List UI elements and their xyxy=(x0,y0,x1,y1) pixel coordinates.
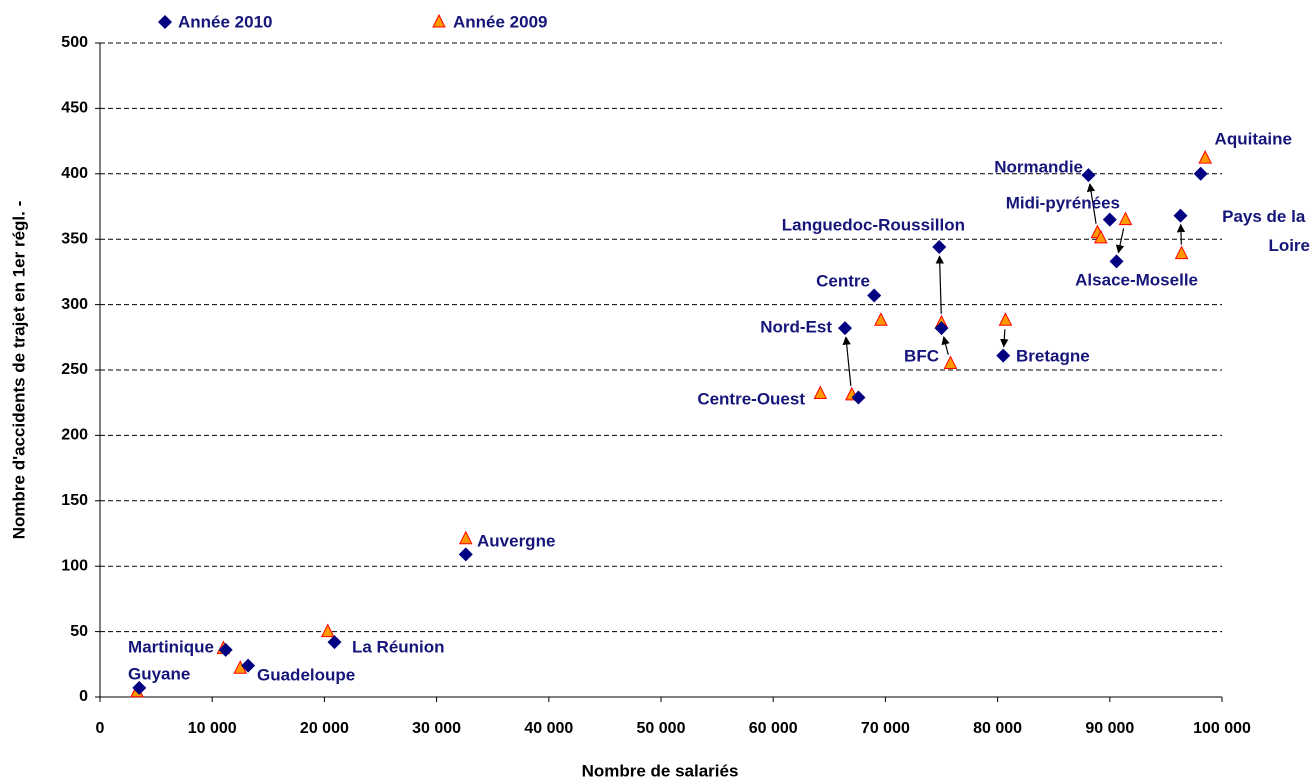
point xyxy=(320,623,335,638)
point xyxy=(1173,208,1188,223)
point xyxy=(838,321,853,336)
y-tick-label: 500 xyxy=(61,34,88,51)
x-tick-label: 30 000 xyxy=(412,720,461,737)
point xyxy=(241,658,256,673)
x-tick-label: 20 000 xyxy=(300,720,349,737)
point xyxy=(1118,211,1133,226)
x-tick-label: 100 000 xyxy=(1193,720,1251,737)
x-axis-title: Nombre de salariés xyxy=(582,761,739,780)
point-label: Aquitaine xyxy=(1215,129,1292,148)
point xyxy=(1094,229,1108,244)
point-label: BFC xyxy=(904,346,939,365)
arrow xyxy=(842,336,852,386)
point xyxy=(218,642,233,657)
point xyxy=(932,240,947,255)
point-label: Centre xyxy=(816,271,870,290)
y-tick-label: 450 xyxy=(61,100,88,117)
point-label: La Réunion xyxy=(352,637,445,656)
point xyxy=(996,348,1011,363)
y-tick-label: 350 xyxy=(61,230,88,247)
x-tick-label: 90 000 xyxy=(1085,720,1134,737)
y-axis-title: Nombre d'accidents de trajet en 1er régl… xyxy=(9,201,28,539)
point xyxy=(1081,168,1096,183)
x-tick-label: 60 000 xyxy=(749,720,798,737)
y-tick-label: 250 xyxy=(61,361,88,378)
y-tick-label: 300 xyxy=(61,296,88,313)
point xyxy=(813,385,828,400)
legend-bg xyxy=(150,8,630,38)
point xyxy=(1174,245,1189,260)
point-label: Normandie xyxy=(994,157,1083,176)
point xyxy=(998,312,1013,326)
point xyxy=(327,635,342,650)
point-label: Nord-Est xyxy=(760,317,832,336)
x-tick-label: 10 000 xyxy=(188,720,237,737)
x-tick-label: 70 000 xyxy=(861,720,910,737)
x-tick-label: 80 000 xyxy=(973,720,1022,737)
point-label: Centre-Ouest xyxy=(697,389,805,408)
legend-label: Année 2009 xyxy=(453,12,548,31)
point-label: Guyane xyxy=(128,664,190,683)
point-label: Martinique xyxy=(128,637,214,656)
arrow xyxy=(1086,183,1097,224)
point-label: Bretagne xyxy=(1016,346,1090,365)
legend-marker xyxy=(432,13,446,28)
legend-marker xyxy=(158,15,172,29)
x-tick-label: 0 xyxy=(96,720,105,737)
point xyxy=(874,312,888,326)
point xyxy=(934,321,949,336)
y-tick-label: 150 xyxy=(61,492,88,509)
point xyxy=(458,530,473,545)
y-tick-label: 0 xyxy=(79,688,88,705)
y-tick-label: 400 xyxy=(61,165,88,182)
y-tick-label: 200 xyxy=(61,427,88,444)
point xyxy=(851,390,866,405)
point-label: Pays de la Loire xyxy=(1222,207,1310,255)
point xyxy=(1198,149,1212,164)
arrow xyxy=(941,336,950,355)
y-tick-label: 100 xyxy=(61,557,88,574)
arrow xyxy=(1176,223,1186,245)
arrow xyxy=(935,255,944,314)
y-tick-label: 50 xyxy=(70,623,88,640)
point-label: Languedoc-Roussillon xyxy=(782,215,965,234)
x-tick-label: 50 000 xyxy=(637,720,686,737)
arrow xyxy=(1000,329,1009,348)
point xyxy=(458,547,473,562)
arrow xyxy=(1115,228,1125,254)
point-label: Guadeloupe xyxy=(257,665,355,684)
point-label: Auvergne xyxy=(477,531,555,550)
point xyxy=(1109,254,1124,269)
legend-label: Année 2010 xyxy=(178,12,273,31)
point-label: Midi-pyrénées xyxy=(1006,193,1120,212)
point xyxy=(867,288,882,303)
point xyxy=(132,680,147,695)
point xyxy=(1193,166,1208,181)
point-label: Alsace-Moselle xyxy=(1075,270,1198,289)
x-tick-label: 40 000 xyxy=(524,720,573,737)
point xyxy=(1102,212,1117,227)
point xyxy=(943,355,958,369)
